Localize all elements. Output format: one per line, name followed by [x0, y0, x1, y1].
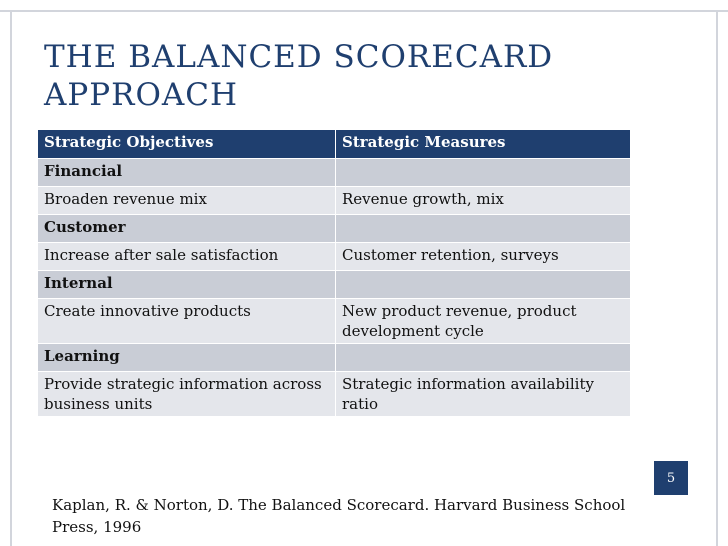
category-label: Learning — [37, 343, 336, 372]
measure-cell: Revenue growth, mix — [335, 186, 631, 215]
category-row-internal: Internal — [37, 270, 631, 299]
header-strategic-measures: Strategic Measures — [335, 129, 631, 159]
objective-cell: Broaden revenue mix — [37, 186, 336, 215]
measure-cell: Customer retention, surveys — [335, 242, 631, 271]
category-empty-cell — [335, 158, 631, 187]
slide-title-line-2: APPROACH — [44, 77, 238, 113]
table-row: Broaden revenue mix Revenue growth, mix — [37, 186, 631, 215]
slide-right-rule — [716, 10, 718, 546]
category-row-learning: Learning — [37, 343, 631, 372]
category-empty-cell — [335, 343, 631, 372]
objective-cell: Provide strategic information across bus… — [37, 371, 336, 417]
scorecard-table: Strategic Objectives Strategic Measures … — [37, 129, 631, 417]
source-citation: Kaplan, R. & Norton, D. The Balanced Sco… — [52, 496, 626, 536]
slide-top-rule — [0, 10, 728, 12]
objective-cell: Increase after sale satisfaction — [37, 242, 336, 271]
measure-cell: New product revenue, product development… — [335, 298, 631, 344]
table-row: Provide strategic information across bus… — [37, 371, 631, 417]
category-row-customer: Customer — [37, 214, 631, 243]
category-label: Internal — [37, 270, 336, 299]
category-empty-cell — [335, 270, 631, 299]
table-header-row: Strategic Objectives Strategic Measures — [37, 129, 631, 159]
slide-title-line-1: THE BALANCED SCORECARD — [44, 39, 554, 75]
objective-cell: Create innovative products — [37, 298, 336, 344]
slide-left-rule — [10, 10, 12, 546]
category-label: Financial — [37, 158, 336, 187]
table-row: Increase after sale satisfaction Custome… — [37, 242, 631, 271]
table-row: Create innovative products New product r… — [37, 298, 631, 344]
category-row-financial: Financial — [37, 158, 631, 187]
category-label: Customer — [37, 214, 336, 243]
slide-title: THE BALANCED SCORECARD APPROACH — [44, 38, 664, 114]
measure-cell: Strategic information availability ratio — [335, 371, 631, 417]
page-number-badge: 5 — [654, 461, 688, 495]
header-strategic-objectives: Strategic Objectives — [37, 129, 336, 159]
category-empty-cell — [335, 214, 631, 243]
page-number: 5 — [666, 470, 676, 486]
